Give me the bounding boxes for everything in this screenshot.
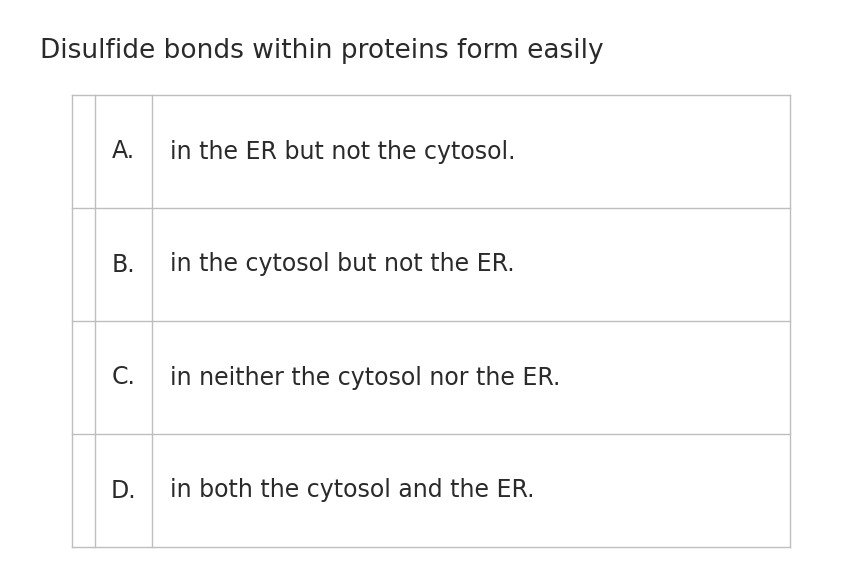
Text: A.: A. <box>112 140 135 163</box>
Text: in the ER but not the cytosol.: in the ER but not the cytosol. <box>170 140 516 163</box>
Text: in neither the cytosol nor the ER.: in neither the cytosol nor the ER. <box>170 365 561 389</box>
Text: B.: B. <box>111 253 136 276</box>
Text: in both the cytosol and the ER.: in both the cytosol and the ER. <box>170 478 534 503</box>
Text: D.: D. <box>110 478 137 503</box>
Text: in the cytosol but not the ER.: in the cytosol but not the ER. <box>170 253 514 276</box>
Text: Disulfide bonds within proteins form easily: Disulfide bonds within proteins form eas… <box>40 38 604 64</box>
Text: C.: C. <box>111 365 136 389</box>
